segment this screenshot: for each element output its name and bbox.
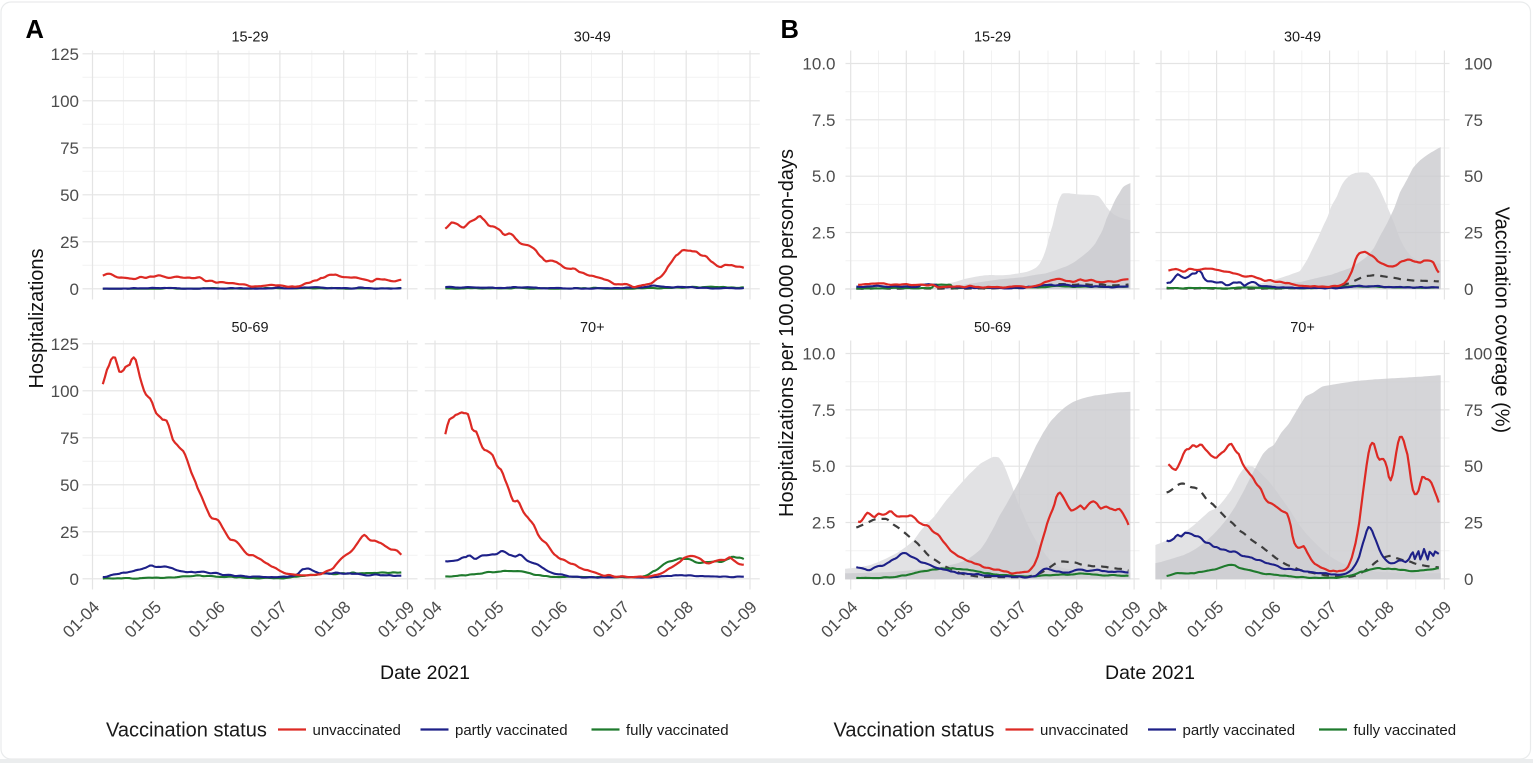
svg-text:25: 25 <box>1464 224 1483 243</box>
svg-text:unvaccinated: unvaccinated <box>313 722 401 739</box>
svg-text:Vaccination coverage (%): Vaccination coverage (%) <box>1491 207 1513 433</box>
svg-text:partly vaccinated: partly vaccinated <box>455 722 568 739</box>
svg-text:2.5: 2.5 <box>812 224 836 243</box>
svg-text:75: 75 <box>1464 111 1483 130</box>
svg-text:50: 50 <box>60 186 79 205</box>
svg-text:fully vaccinated: fully vaccinated <box>626 722 729 739</box>
svg-text:0: 0 <box>1464 570 1473 589</box>
svg-text:125: 125 <box>51 335 79 354</box>
svg-text:Hospitalizations per 100.000 p: Hospitalizations per 100.000 person-days <box>776 149 798 517</box>
svg-text:125: 125 <box>51 45 79 64</box>
svg-text:unvaccinated: unvaccinated <box>1040 722 1128 739</box>
svg-text:fully vaccinated: fully vaccinated <box>1354 722 1457 739</box>
svg-text:75: 75 <box>60 429 79 448</box>
svg-text:30-49: 30-49 <box>574 30 611 46</box>
svg-text:Vaccination status: Vaccination status <box>106 720 267 742</box>
svg-text:100: 100 <box>1464 345 1492 364</box>
svg-text:100: 100 <box>51 382 79 401</box>
svg-text:100: 100 <box>1464 55 1492 74</box>
svg-text:7.5: 7.5 <box>812 111 836 130</box>
svg-text:Date 2021: Date 2021 <box>1105 662 1195 684</box>
svg-text:5.0: 5.0 <box>812 457 836 476</box>
svg-text:5.0: 5.0 <box>812 167 836 186</box>
svg-text:50-69: 50-69 <box>231 320 268 336</box>
svg-text:100: 100 <box>51 92 79 111</box>
svg-text:Vaccination status: Vaccination status <box>834 720 995 742</box>
svg-text:partly vaccinated: partly vaccinated <box>1183 722 1296 739</box>
svg-text:50: 50 <box>60 476 79 495</box>
svg-text:0: 0 <box>1464 280 1473 299</box>
svg-text:0.0: 0.0 <box>812 280 836 299</box>
svg-text:Hospitalizations: Hospitalizations <box>26 248 48 388</box>
svg-text:A: A <box>26 16 44 44</box>
svg-text:10.0: 10.0 <box>802 55 835 74</box>
svg-text:15-29: 15-29 <box>974 30 1011 46</box>
svg-text:0: 0 <box>70 280 79 299</box>
svg-text:B: B <box>781 16 799 44</box>
svg-text:75: 75 <box>60 139 79 158</box>
svg-text:25: 25 <box>60 233 79 252</box>
svg-text:25: 25 <box>1464 514 1483 533</box>
svg-text:50-69: 50-69 <box>974 320 1011 336</box>
svg-text:30-49: 30-49 <box>1284 30 1321 46</box>
svg-text:Date 2021: Date 2021 <box>380 662 470 684</box>
svg-text:50: 50 <box>1464 167 1483 186</box>
svg-text:15-29: 15-29 <box>231 30 268 46</box>
svg-text:70+: 70+ <box>580 320 605 336</box>
svg-text:70+: 70+ <box>1290 320 1315 336</box>
svg-text:0: 0 <box>70 570 79 589</box>
svg-text:75: 75 <box>1464 401 1483 420</box>
svg-text:50: 50 <box>1464 457 1483 476</box>
svg-text:2.5: 2.5 <box>812 514 836 533</box>
svg-text:7.5: 7.5 <box>812 401 836 420</box>
svg-text:25: 25 <box>60 523 79 542</box>
svg-text:0.0: 0.0 <box>812 570 836 589</box>
svg-text:10.0: 10.0 <box>802 345 835 364</box>
